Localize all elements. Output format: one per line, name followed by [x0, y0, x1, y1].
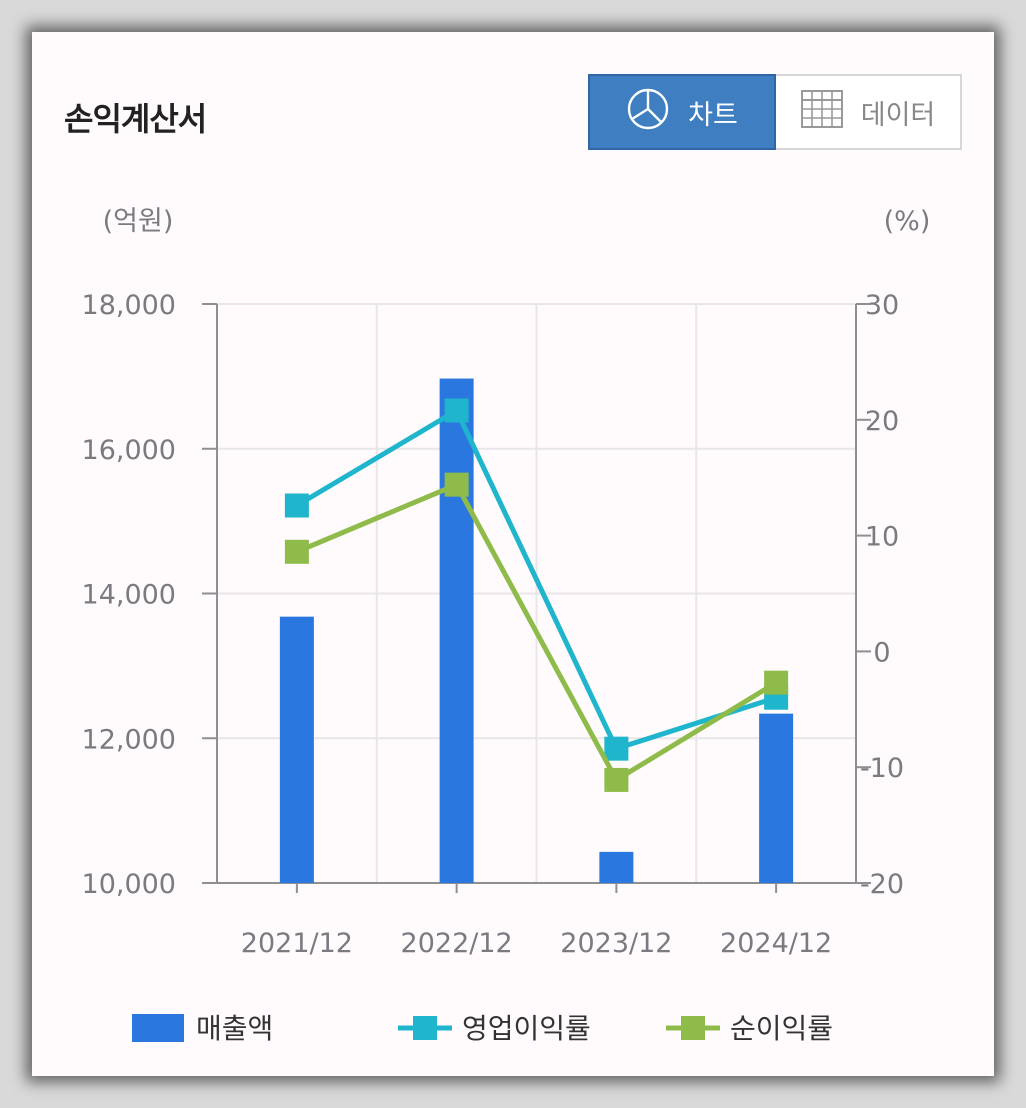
left-axis-unit-label: (억원)	[103, 206, 174, 237]
right-axis-tick-label: 20	[865, 406, 899, 437]
right-axis-tick-label: -10	[860, 753, 904, 784]
x-axis-tick-label: 2021/12	[241, 928, 353, 959]
right-axis-tick-label: 10	[865, 522, 899, 553]
legend-operating-margin-label: 영업이익률	[462, 1012, 591, 1045]
operating-margin-point	[604, 736, 629, 761]
left-axis-tick-label: 12,000	[82, 724, 176, 755]
revenue-bar	[599, 851, 634, 883]
page-title: 손익계산서	[64, 100, 207, 138]
legend-revenue-swatch	[132, 1014, 184, 1042]
chart-view-label: 차트	[688, 99, 738, 131]
income-statement-card: 손익계산서 차트	[32, 32, 994, 1076]
revenue-bar	[439, 378, 474, 883]
net-margin-line	[295, 482, 778, 783]
net-margin-point	[604, 767, 629, 792]
left-axis-tick-label: 16,000	[82, 435, 176, 466]
right-axis-tick-label: -20	[860, 869, 904, 900]
x-axis-tick-label: 2022/12	[401, 928, 513, 959]
legend-net-margin-label: 순이익률	[730, 1012, 833, 1045]
operating-margin-line	[295, 408, 777, 752]
legend-net-margin-swatch-marker	[681, 1016, 705, 1040]
x-axis-tick-label: 2024/12	[720, 928, 832, 959]
x-axis-tick-label: 2023/12	[560, 928, 672, 959]
data-view-label: 데이터	[860, 99, 936, 131]
right-axis-unit-label: (%)	[884, 206, 931, 237]
table-grid-icon	[800, 89, 843, 135]
view-toggle: 차트 데이터	[588, 74, 962, 150]
net-margin-point	[284, 539, 309, 564]
revenue-bar	[759, 713, 794, 883]
legend-revenue-label: 매출액	[196, 1012, 273, 1045]
left-axis-tick-label: 18,000	[82, 290, 176, 321]
left-axis-tick-label: 10,000	[82, 869, 176, 900]
legend-operating-margin-swatch-marker	[413, 1016, 437, 1040]
pie-chart-icon	[626, 87, 670, 138]
chart-view-button[interactable]: 차트	[588, 74, 776, 150]
operating-margin-point	[444, 398, 469, 423]
right-axis-tick-label: 30	[865, 290, 899, 321]
right-axis-tick-label: 0	[873, 637, 890, 668]
data-view-button[interactable]: 데이터	[776, 74, 962, 150]
left-axis-tick-label: 14,000	[82, 580, 176, 611]
net-margin-point	[444, 472, 469, 497]
operating-margin-point	[284, 493, 309, 518]
revenue-bar	[279, 616, 314, 883]
net-margin-point	[764, 670, 789, 695]
